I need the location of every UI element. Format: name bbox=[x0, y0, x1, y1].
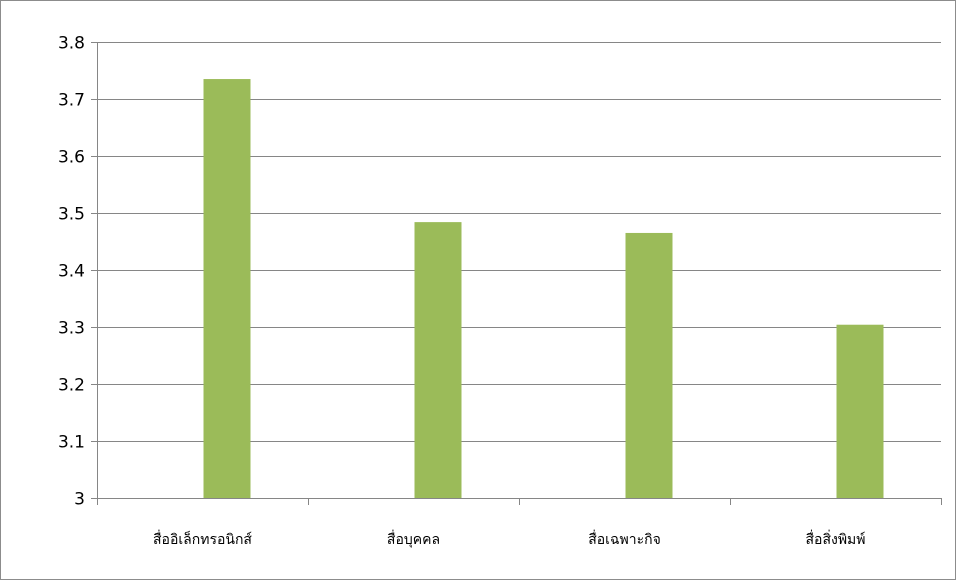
x-category-label: สื่อบุคคล bbox=[387, 530, 440, 548]
y-tick-label: 3.3 bbox=[58, 319, 85, 339]
y-tick-label: 3 bbox=[74, 490, 85, 510]
y-tick-label: 3.8 bbox=[58, 34, 85, 54]
y-tick-label: 3.7 bbox=[58, 91, 85, 111]
axes bbox=[91, 42, 942, 505]
labels: 3 3.1 3.2 3.3 3.4 3.5 3.6 3.7 3.8 สื่ออิเล็กทรอนิ… bbox=[58, 34, 866, 549]
bar bbox=[414, 222, 462, 498]
y-tick-label: 3.5 bbox=[58, 205, 85, 225]
x-category-label: สื่ออิเล็กทรอนิกส์ bbox=[153, 530, 252, 548]
bar bbox=[836, 324, 884, 498]
bar bbox=[203, 79, 251, 499]
y-tick-label: 3.4 bbox=[58, 262, 85, 282]
x-category-label: สื่อเฉพาะกิจ bbox=[588, 530, 661, 548]
x-category-label: สื่อสิ่งพิมพ์ bbox=[805, 530, 865, 548]
y-tick-label: 3.6 bbox=[58, 148, 85, 168]
bar bbox=[625, 232, 673, 498]
y-tick-label: 3.1 bbox=[58, 433, 85, 453]
y-tick-label: 3.2 bbox=[58, 376, 85, 396]
bars bbox=[203, 79, 884, 499]
